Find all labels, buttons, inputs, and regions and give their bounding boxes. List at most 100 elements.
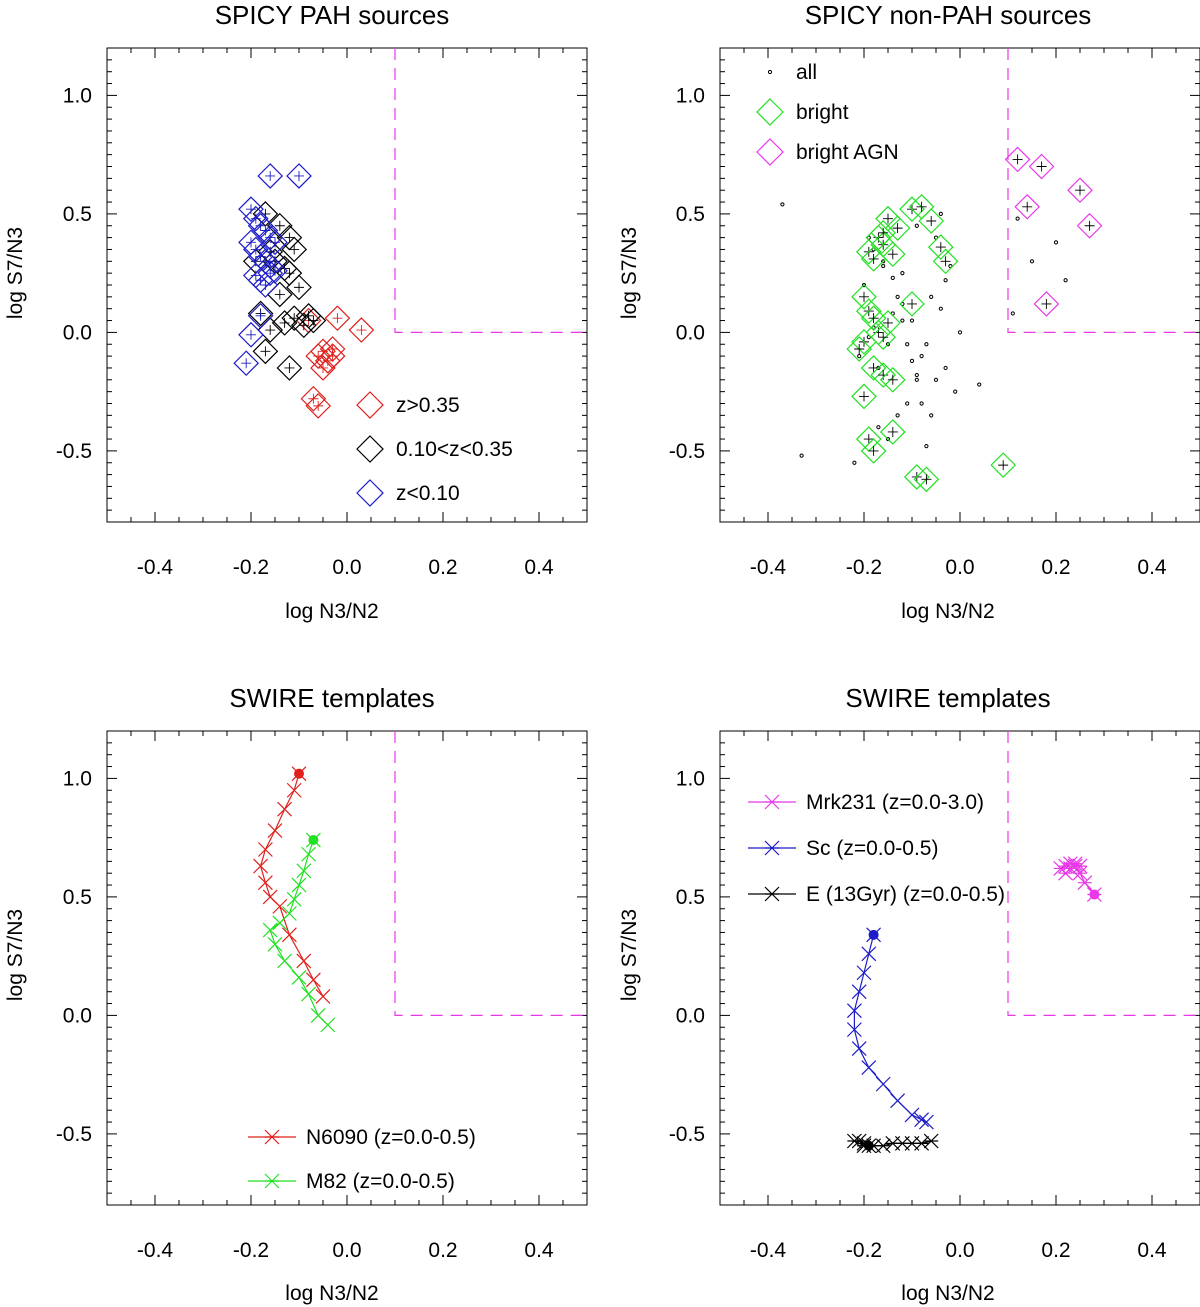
data-point	[846, 1003, 862, 1019]
x-tick-label: -0.2	[233, 556, 269, 579]
data-point	[881, 259, 886, 264]
data-point	[919, 354, 924, 359]
data-point	[1067, 856, 1083, 872]
panel-swire-right: SWIRE templates log N3/N2 log S7/N3 -0.4…	[618, 683, 1200, 1305]
data-point	[924, 342, 929, 347]
x-tick-label: -0.2	[846, 1239, 882, 1262]
legend-label: 0.10<z<0.35	[396, 438, 513, 461]
legend-entry: z<0.10	[356, 479, 460, 507]
data-point-errorbar	[265, 268, 276, 279]
legend-marker	[764, 886, 780, 902]
data-point-errorbar	[878, 227, 889, 238]
legend-marker	[356, 435, 384, 463]
series-1	[242, 201, 327, 381]
data-point-errorbar	[246, 329, 256, 340]
panel-spicy-non-pah: SPICY non-PAH sources log N3/N2 log S7/N…	[618, 0, 1200, 623]
data-point	[905, 342, 910, 347]
data-point	[909, 358, 915, 363]
data-point-errorbar	[284, 362, 295, 373]
y-tick-label: -0.5	[669, 440, 705, 463]
data-point-errorbar	[308, 315, 319, 326]
data-point	[919, 401, 924, 406]
y-tick-label: 1.0	[63, 84, 92, 107]
data-point	[876, 425, 881, 430]
data-point	[890, 275, 895, 280]
data-point	[857, 354, 862, 359]
data-point	[257, 260, 284, 286]
panel-swire-left: SWIRE templates log N3/N2 log S7/N3 -0.4…	[4, 683, 588, 1305]
series-0	[780, 202, 1068, 465]
data-point	[1063, 278, 1068, 283]
data-point	[262, 922, 278, 938]
data-point-errorbar	[868, 253, 879, 264]
x-tick-label: -0.2	[233, 1239, 269, 1262]
data-point	[301, 986, 317, 1002]
series-0	[253, 766, 331, 1004]
data-point-errorbar	[868, 313, 879, 324]
data-point-errorbar	[863, 434, 874, 445]
data-point-errorbar	[298, 320, 309, 331]
data-point	[914, 1112, 930, 1128]
data-point	[957, 330, 963, 335]
series-line	[269, 839, 329, 1026]
data-point-errorbar	[859, 291, 869, 302]
data-point	[257, 875, 273, 891]
data-point-errorbar	[279, 317, 290, 328]
agn-boundary-line	[1007, 731, 1200, 1016]
data-point	[860, 305, 887, 332]
data-point	[1067, 177, 1093, 204]
data-point-errorbar	[935, 242, 946, 253]
panel-spicy-pah: SPICY PAH sources log N3/N2 log S7/N3 -0…	[4, 0, 588, 623]
data-point	[948, 263, 953, 269]
data-point	[861, 282, 867, 288]
data-point	[933, 377, 939, 382]
data-point-errorbar	[859, 391, 869, 402]
data-point	[890, 1093, 906, 1109]
data-point-errorbar	[265, 246, 276, 257]
x-tick-label: 0.4	[524, 556, 554, 579]
data-point	[305, 972, 321, 988]
data-point	[291, 877, 307, 893]
data-point-errorbar	[883, 317, 893, 328]
data-point-errorbar	[270, 265, 280, 276]
series-2	[1004, 146, 1103, 317]
data-point	[914, 372, 919, 378]
data-point	[990, 452, 1017, 478]
legend-label: Sc (z=0.0-0.5)	[806, 837, 938, 860]
data-point-errorbar	[313, 400, 324, 411]
data-point	[267, 823, 283, 838]
data-point-errorbar	[250, 270, 261, 281]
data-point	[1058, 858, 1074, 874]
data-point	[272, 915, 288, 931]
data-point	[879, 366, 906, 393]
data-point	[913, 466, 940, 493]
data-point	[851, 383, 877, 410]
data-point	[904, 1107, 920, 1123]
legend-entry: bright	[756, 98, 849, 126]
data-point-errorbar	[260, 208, 271, 219]
legend-entry: Mrk231 (z=0.0-3.0)	[748, 791, 984, 814]
agn-boundary-line	[394, 731, 587, 1016]
data-point	[242, 205, 269, 232]
data-point	[281, 236, 308, 263]
data-point	[319, 336, 346, 362]
data-point	[1004, 146, 1031, 173]
data-point	[871, 325, 876, 330]
data-point	[903, 464, 930, 490]
legend-marker	[264, 1173, 280, 1189]
data-point	[861, 1060, 877, 1075]
data-point-errorbar	[255, 251, 266, 262]
x-tick-label: -0.4	[137, 556, 174, 579]
data-point	[305, 393, 332, 419]
data-point	[918, 1114, 934, 1130]
x-tick-label: 0.0	[945, 556, 974, 579]
data-point-errorbar	[255, 220, 266, 231]
data-point	[253, 858, 269, 874]
data-point	[1053, 240, 1059, 245]
y-tick-label: 0.0	[63, 321, 92, 344]
y-tick-label: 1.0	[63, 767, 92, 790]
data-point	[262, 229, 288, 256]
data-point-errorbar	[294, 170, 304, 181]
data-point-errorbar	[260, 280, 271, 290]
